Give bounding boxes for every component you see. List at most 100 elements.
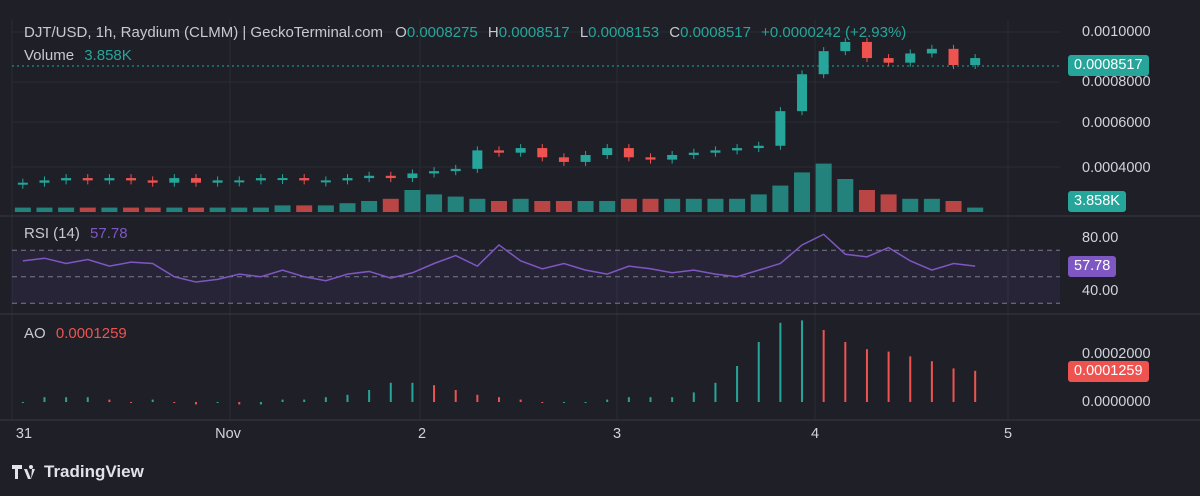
volume-bar <box>512 198 529 212</box>
candle-body <box>385 175 396 179</box>
candle-body <box>342 178 353 181</box>
volume-bar <box>469 198 486 212</box>
ao-bar <box>498 397 500 402</box>
ao-bar <box>368 390 371 402</box>
volume-bar <box>58 207 75 212</box>
rsi-line <box>22 233 976 283</box>
ao-histogram <box>21 320 977 405</box>
close-label: C <box>669 24 681 41</box>
volume-bar <box>794 172 811 212</box>
candle-body <box>39 180 50 183</box>
candle-body <box>429 171 440 174</box>
volume-bar <box>599 201 616 212</box>
candle-body <box>710 150 721 153</box>
volume-bar <box>166 207 183 212</box>
volume-bar <box>707 198 724 212</box>
candle-body <box>104 178 115 181</box>
open-value: 0.0008275 <box>406 24 478 41</box>
volume-bar <box>296 205 313 212</box>
ao-bar <box>130 402 133 403</box>
volume-bar <box>79 207 96 212</box>
chart-header: DJT/USD, 1h, Raydium (CLMM) | GeckoTermi… <box>24 24 906 41</box>
candle-body <box>905 53 916 63</box>
ao-bar <box>259 402 262 405</box>
rsi-label[interactable]: RSI (14) <box>24 225 80 242</box>
volume-bar <box>404 190 421 212</box>
volume-bar <box>858 190 875 212</box>
candle-body <box>450 168 461 172</box>
grid-lines <box>0 20 1200 421</box>
tradingview-icon <box>12 465 35 479</box>
volume-bar <box>426 194 443 212</box>
ao-bar <box>541 402 544 403</box>
volume-label: Volume <box>24 47 75 64</box>
candle-body <box>472 150 483 169</box>
volume-bar <box>577 201 594 212</box>
volume-bar <box>642 198 659 212</box>
y-tick-label: 80.00 <box>1082 230 1118 246</box>
ao-bar <box>844 342 847 402</box>
tradingview-logo[interactable]: TradingView <box>12 462 144 482</box>
price-candles[interactable] <box>12 37 1060 189</box>
candle-body <box>82 178 93 181</box>
close-value: 0.0008517 <box>680 24 751 41</box>
volume-bar <box>837 179 854 212</box>
candle-body <box>753 145 764 149</box>
volume-bar <box>555 201 572 212</box>
volume-bar <box>447 196 464 212</box>
volume-bar <box>664 198 681 212</box>
ao-bar <box>281 399 284 402</box>
ao-bar <box>151 399 154 402</box>
candle-body <box>970 58 981 65</box>
candle-body <box>364 175 375 179</box>
ao-bar <box>324 397 327 402</box>
candle-body <box>840 41 851 52</box>
candle-body <box>190 178 201 183</box>
candle-body <box>515 148 526 153</box>
candle-body <box>645 157 656 160</box>
volume-bar <box>382 198 399 212</box>
x-tick-label: 3 <box>613 426 621 442</box>
x-tick-label: 5 <box>1004 426 1012 442</box>
volume-bar <box>534 201 551 212</box>
y-tick-label: 0.0008000 <box>1082 74 1151 90</box>
y-tick-label: 0.0002000 <box>1082 346 1151 362</box>
y-tick-label: 0.0000000 <box>1082 394 1151 410</box>
symbol-title[interactable]: DJT/USD, 1h, Raydium (CLMM) | GeckoTermi… <box>24 24 383 41</box>
volume-bar <box>209 207 226 212</box>
ao-value: 0.0001259 <box>55 325 127 342</box>
ao-bar <box>606 399 609 402</box>
y-tick-label: 0.0006000 <box>1082 115 1151 131</box>
ao-bar <box>822 330 825 402</box>
open-label: O <box>395 24 407 41</box>
volume-bar <box>123 207 140 212</box>
change-value: +0.0000242 (+2.93%) <box>761 24 907 41</box>
ao-bar <box>43 397 46 402</box>
ao-bar <box>173 402 176 403</box>
candle-body <box>732 148 743 151</box>
candle-body <box>494 150 504 153</box>
x-tick-label: 31 <box>16 426 32 442</box>
ao-bar <box>952 368 955 402</box>
ao-bar <box>216 402 219 403</box>
ao-bar <box>649 397 652 402</box>
high-label: H <box>487 24 499 41</box>
volume-bar <box>729 198 746 212</box>
candle-body <box>688 152 699 155</box>
ao-label[interactable]: AO <box>24 325 46 342</box>
candle-body <box>623 148 634 158</box>
rsi-legend: RSI (14) 57.78 <box>24 225 128 242</box>
ao-bar <box>671 397 674 402</box>
y-tick-label: 40.00 <box>1082 283 1118 299</box>
ao-bar <box>865 349 868 402</box>
candle-body <box>537 148 548 158</box>
ao-bar <box>692 392 695 402</box>
rsi-tag: 57.78 <box>1068 256 1117 277</box>
ao-bar <box>887 351 890 402</box>
ao-bar <box>346 394 349 402</box>
ao-bar <box>736 366 739 402</box>
volume-bar <box>317 205 334 212</box>
ao-bar <box>974 370 977 402</box>
ao-bar <box>801 320 804 402</box>
